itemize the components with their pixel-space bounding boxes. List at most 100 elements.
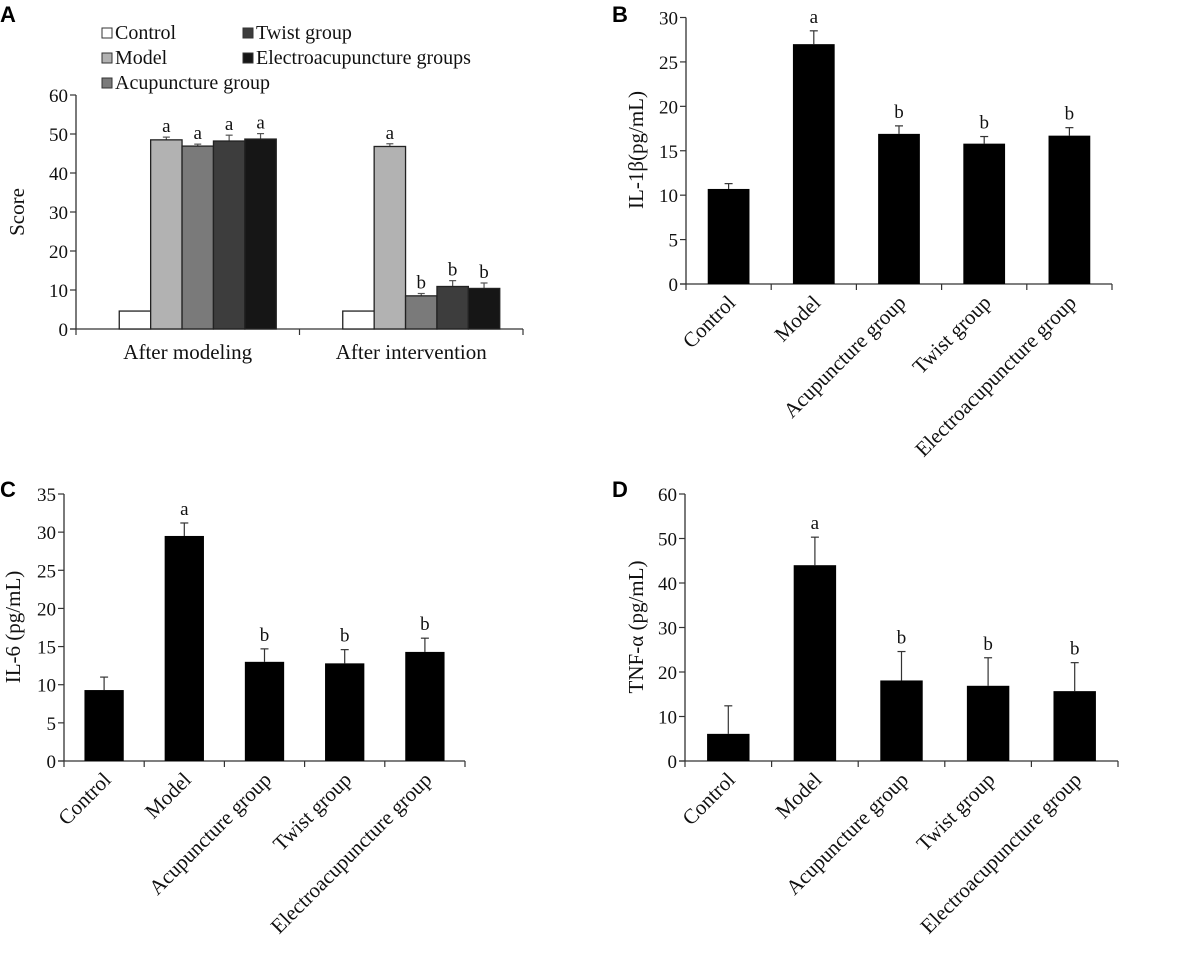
bar-twist-group xyxy=(436,285,470,330)
significance-label: b xyxy=(448,260,458,281)
legend-label: Twist group xyxy=(256,22,352,44)
bar-twist-group xyxy=(966,685,1010,761)
y-tick-label: 50 xyxy=(658,530,677,551)
y-tick-label: 10 xyxy=(659,186,678,207)
legend-label: Electroacupuncture groups xyxy=(256,47,471,69)
y-tick-label: 0 xyxy=(669,275,679,296)
y-tick-label: 15 xyxy=(659,142,678,163)
legend-swatch xyxy=(101,52,113,64)
panel-b: B051015202530IL-1β(pg/mL)ControlaModelbA… xyxy=(612,2,1113,462)
panel-letter-a: A xyxy=(0,2,16,27)
bar-model xyxy=(164,535,204,761)
y-tick-label: 50 xyxy=(49,125,68,146)
significance-label: a xyxy=(194,123,203,144)
significance-label: b xyxy=(979,113,989,134)
y-tick-label: 30 xyxy=(37,523,56,544)
y-tick-label: 60 xyxy=(658,485,677,506)
significance-label: b xyxy=(897,628,907,649)
y-tick-label: 35 xyxy=(37,485,56,506)
y-tick-label: 5 xyxy=(669,231,679,252)
y-axis-title: Score xyxy=(5,188,29,236)
y-tick-label: 5 xyxy=(47,714,57,735)
legend-swatch xyxy=(101,77,113,89)
legend-label: Acupuncture group xyxy=(115,72,270,94)
legend-item: Electroacupuncture groups xyxy=(242,47,471,69)
x-category-label: After intervention xyxy=(336,340,488,364)
significance-label: b xyxy=(983,634,993,655)
significance-label: a xyxy=(162,116,171,137)
significance-label: a xyxy=(386,123,395,144)
legend-swatch xyxy=(242,27,254,39)
panel-d: D 0 10 20 30 40 50 60 TNF-α (pg/mL) Control a Model… xyxy=(612,477,1119,939)
bar-twist-group xyxy=(325,663,365,761)
significance-label: b xyxy=(420,614,430,635)
bar-twist-group xyxy=(963,143,1006,284)
legend-swatch xyxy=(242,52,254,64)
bar-acupuncture-group xyxy=(404,295,438,330)
y-tick-label: 30 xyxy=(659,9,678,30)
bar-model xyxy=(149,139,183,330)
panel-letter-c: C xyxy=(0,477,16,502)
y-tick-label: 20 xyxy=(659,97,678,118)
y-tick-label: 10 xyxy=(658,708,677,729)
panel-c: C 0 5 10 15 20 25 30 35 IL-6 (pg/mL) Control a Model… xyxy=(0,477,466,939)
significance-label: b xyxy=(479,262,489,283)
bar-control xyxy=(707,733,750,761)
panel-letter-b: B xyxy=(612,2,628,27)
y-tick-label: 10 xyxy=(37,676,56,697)
significance-label: a xyxy=(225,114,234,135)
y-tick-label: 20 xyxy=(658,663,677,684)
y-axis-title: TNF-α (pg/mL) xyxy=(624,561,648,694)
x-category-label: Twist group xyxy=(268,768,356,856)
x-category-label: Model xyxy=(770,290,826,346)
legend-swatch xyxy=(101,27,113,39)
x-category-label: Twist group xyxy=(908,291,996,379)
significance-label: b xyxy=(1070,639,1080,660)
x-category-label: Model xyxy=(771,767,827,823)
significance-label: a xyxy=(256,113,265,134)
legend-item: Acupuncture group xyxy=(101,72,270,94)
significance-label: b xyxy=(340,626,350,647)
bar-acupuncture-group xyxy=(878,133,920,284)
bar-electroacupuncture-group xyxy=(1053,691,1096,761)
y-tick-label: 15 xyxy=(37,638,56,659)
y-tick-label: 20 xyxy=(37,599,56,620)
significance-label: b xyxy=(894,102,904,123)
x-category-label: Control xyxy=(677,767,739,829)
x-category-label: Electroacupuncture group xyxy=(266,768,437,939)
y-tick-label: 0 xyxy=(668,752,678,773)
bar-acupuncture-group xyxy=(880,680,923,761)
significance-label: a xyxy=(810,7,819,28)
bar-acupuncture-group xyxy=(181,145,215,330)
significance-label: b xyxy=(1065,104,1075,125)
bar-model xyxy=(793,565,837,761)
y-tick-label: 60 xyxy=(49,86,68,107)
bar-model xyxy=(792,44,835,285)
y-tick-label: 20 xyxy=(49,242,68,263)
bar-electroacupuncture-group xyxy=(1048,135,1091,284)
significance-label: a xyxy=(180,499,189,520)
significance-label: b xyxy=(260,625,270,646)
y-tick-label: 40 xyxy=(49,164,68,185)
bar-control xyxy=(342,310,375,330)
bar-model xyxy=(373,145,407,330)
bar-acupuncture-group xyxy=(244,661,285,761)
y-tick-label: 40 xyxy=(658,574,677,595)
y-axis-title: IL-1β(pg/mL) xyxy=(624,91,648,209)
x-category-label: After modeling xyxy=(123,340,252,364)
y-tick-label: 0 xyxy=(47,752,57,773)
bar-electroacupuncture-groups xyxy=(244,138,277,330)
bar-twist-group xyxy=(212,140,246,330)
panel-letter-d: D xyxy=(612,477,628,502)
x-category-label: Control xyxy=(53,767,115,829)
x-category-label: Electroacupuncture group xyxy=(915,768,1086,939)
y-axis-title: IL-6 (pg/mL) xyxy=(1,571,25,684)
bar-control xyxy=(118,310,152,330)
bar-electroacupuncture-group xyxy=(405,651,445,761)
x-category-label: Control xyxy=(678,290,740,352)
x-category-label: Electroacupuncture group xyxy=(910,291,1081,462)
significance-label: b xyxy=(417,273,427,294)
legend-item: Control xyxy=(101,22,177,44)
